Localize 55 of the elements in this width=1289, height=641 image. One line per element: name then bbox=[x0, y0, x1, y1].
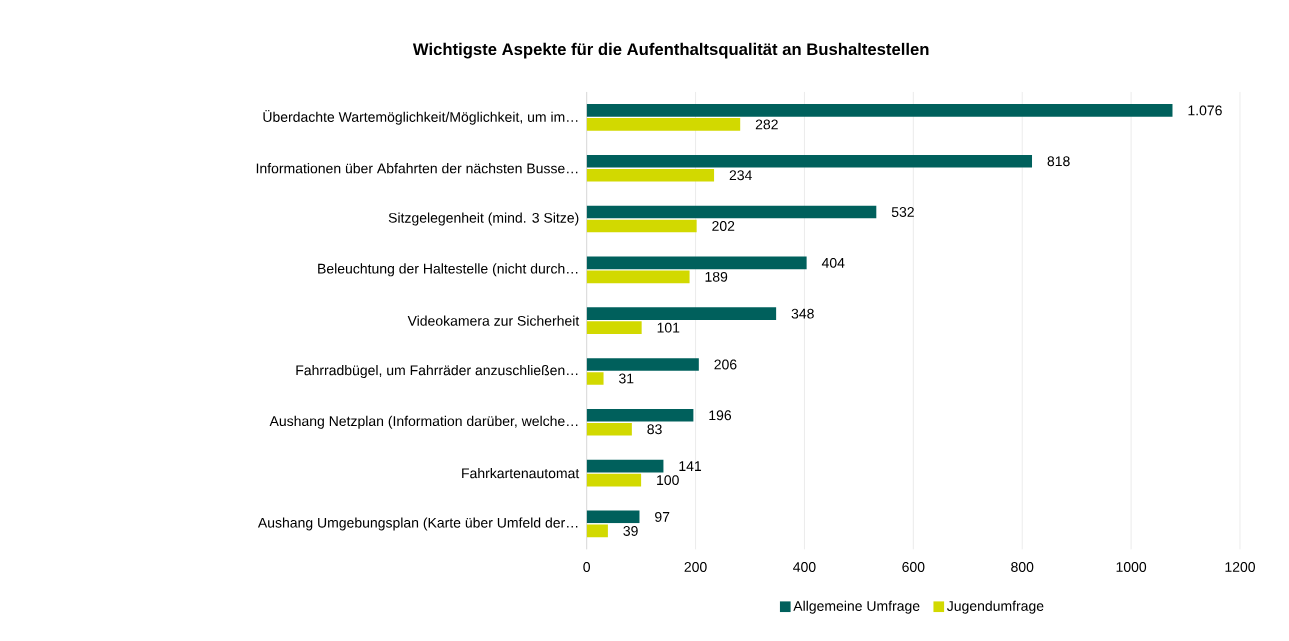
bar bbox=[586, 168, 715, 182]
y-tick-label: Aushang Umgebungsplan (Karte über Umfeld der… bbox=[257, 517, 578, 531]
y-tick-label: Fahrradbügel, um Fahrräder anzuschließen… bbox=[296, 364, 578, 378]
x-tick-label: 1200 bbox=[1225, 562, 1256, 572]
data-label: 31 bbox=[619, 373, 634, 384]
data-label: 282 bbox=[755, 119, 778, 130]
bar bbox=[586, 321, 642, 334]
x-tick-label: 1000 bbox=[1116, 562, 1147, 572]
bar bbox=[586, 154, 1033, 168]
data-label: 818 bbox=[1047, 156, 1070, 167]
data-label: 97 bbox=[655, 511, 670, 522]
data-label: 189 bbox=[705, 271, 728, 282]
data-label: 196 bbox=[709, 410, 732, 421]
data-label: 532 bbox=[891, 207, 914, 217]
data-label: 202 bbox=[712, 221, 735, 231]
y-tick-label: Überdachte Wartemöglichkeit/Möglichkeit, um im… bbox=[263, 110, 578, 125]
bar bbox=[586, 510, 640, 524]
bar bbox=[586, 205, 877, 219]
data-label: 100 bbox=[657, 475, 679, 486]
x-tick-label: 800 bbox=[1011, 562, 1034, 572]
bar bbox=[586, 104, 1173, 117]
x-tick-label: 400 bbox=[793, 562, 816, 572]
bar bbox=[586, 118, 741, 131]
bar bbox=[586, 219, 697, 233]
bar bbox=[586, 372, 604, 385]
bar bbox=[586, 307, 777, 320]
y-tick-label: Videokamera zur Sicherheit bbox=[407, 315, 580, 326]
y-tick-label: Sitzgelegenheit (mind. 3 Sitze) bbox=[388, 212, 579, 226]
legend-label: Allgemeine Umfrage bbox=[793, 600, 920, 614]
data-label: 206 bbox=[714, 359, 737, 370]
y-tick-label: Fahrkartenautomat bbox=[462, 467, 580, 479]
y-tick-label: Beleuchtung der Haltestelle (nicht durch… bbox=[318, 263, 578, 277]
chart-title: Wichtigste Aspekte für die Aufenthaltsqualität an Bushaltestellen bbox=[412, 42, 929, 59]
bar bbox=[586, 256, 807, 270]
data-label: 83 bbox=[647, 424, 662, 435]
bar bbox=[586, 358, 699, 371]
bar bbox=[586, 408, 694, 422]
y-tick-label: Informationen über Abfahrten der nächsten Busse… bbox=[256, 163, 578, 174]
data-label: 101 bbox=[657, 322, 680, 333]
legend-label: Jugendumfrage bbox=[946, 600, 1044, 614]
x-tick-label: 200 bbox=[684, 562, 707, 572]
data-label: 234 bbox=[729, 170, 752, 181]
bar bbox=[586, 473, 642, 487]
data-label: 1.076 bbox=[1188, 105, 1222, 116]
data-label: 141 bbox=[679, 461, 702, 471]
bar bbox=[586, 524, 608, 538]
data-label: 348 bbox=[791, 308, 814, 319]
data-label: 39 bbox=[623, 525, 638, 536]
data-label: 404 bbox=[821, 257, 845, 268]
bar bbox=[586, 459, 664, 473]
y-tick-label: Aushang Netzplan (Information darüber, welche… bbox=[269, 415, 578, 429]
bar bbox=[586, 422, 632, 436]
x-tick-label: 600 bbox=[902, 562, 925, 572]
bar bbox=[586, 270, 690, 284]
x-tick-label: 0 bbox=[583, 562, 591, 572]
